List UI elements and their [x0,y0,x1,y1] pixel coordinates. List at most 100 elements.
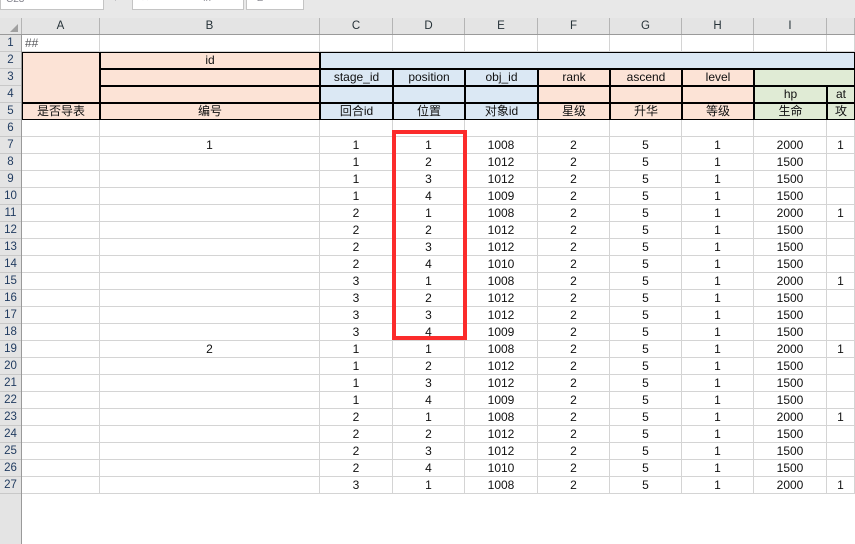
row-header-23[interactable]: 23 [0,409,21,426]
cell-D9[interactable]: 3 [393,171,465,188]
cell-H22[interactable]: 1 [682,392,754,409]
cell-E25[interactable]: 1012 [465,443,538,460]
cell-D16[interactable]: 2 [393,290,465,307]
cell-A16[interactable] [22,290,100,307]
cell-C24[interactable]: 2 [320,426,393,443]
cell-E26[interactable]: 1010 [465,460,538,477]
header-cn-c[interactable]: 回合id [320,103,393,120]
row-header-18[interactable]: 18 [0,324,21,341]
cell-F16[interactable]: 2 [538,290,610,307]
column-header-e[interactable]: E [465,18,538,34]
cell-G18[interactable]: 5 [610,324,682,341]
column-header-f[interactable]: F [538,18,610,34]
header-a-merged-blank[interactable] [22,52,100,103]
cell-J25[interactable] [827,443,855,460]
column-header-h[interactable]: H [682,18,754,34]
cell-J14[interactable] [827,256,855,273]
cell-I7[interactable]: 2000 [754,137,827,154]
cell-D27[interactable]: 1 [393,477,465,494]
cell-C15[interactable]: 3 [320,273,393,290]
cell-E18[interactable]: 1009 [465,324,538,341]
cell-I20[interactable]: 1500 [754,358,827,375]
cell-E20[interactable]: 1012 [465,358,538,375]
cell-F1[interactable] [538,35,610,52]
header-cn-f[interactable]: 星级 [538,103,610,120]
cell-I12[interactable]: 1500 [754,222,827,239]
cell-C1[interactable] [320,35,393,52]
cell-D21[interactable]: 3 [393,375,465,392]
cell-C18[interactable]: 3 [320,324,393,341]
header-cn-d[interactable]: 位置 [393,103,465,120]
cell-I17[interactable]: 1500 [754,307,827,324]
cell-G10[interactable]: 5 [610,188,682,205]
cell-A19[interactable] [22,341,100,358]
cell-C23[interactable]: 2 [320,409,393,426]
cell-H23[interactable]: 1 [682,409,754,426]
cell-J13[interactable] [827,239,855,256]
row-header-2[interactable]: 2 [0,52,21,69]
cell-J21[interactable] [827,375,855,392]
cell-G26[interactable]: 5 [610,460,682,477]
cell-F26[interactable]: 2 [538,460,610,477]
header-b-row4-blank[interactable] [100,86,320,103]
cell-I23[interactable]: 2000 [754,409,827,426]
cell-H18[interactable]: 1 [682,324,754,341]
cell-F23[interactable]: 2 [538,409,610,426]
cell-I8[interactable]: 1500 [754,154,827,171]
cell-G7[interactable]: 5 [610,137,682,154]
header-field-d[interactable]: position [393,69,465,86]
cell-B10[interactable] [100,188,320,205]
cell-F6[interactable] [538,120,610,137]
cell-I25[interactable]: 1500 [754,443,827,460]
cell-G22[interactable]: 5 [610,392,682,409]
cell-B27[interactable] [100,477,320,494]
cell-D15[interactable]: 1 [393,273,465,290]
cell-E24[interactable]: 1012 [465,426,538,443]
cell-D24[interactable]: 2 [393,426,465,443]
cell-G8[interactable]: 5 [610,154,682,171]
cell-B16[interactable] [100,290,320,307]
cell-E10[interactable]: 1009 [465,188,538,205]
cell-E1[interactable] [465,35,538,52]
cell-J10[interactable] [827,188,855,205]
header-field-h[interactable]: level [682,69,754,86]
cell-B17[interactable] [100,307,320,324]
cell-E21[interactable]: 1012 [465,375,538,392]
cell-F22[interactable]: 2 [538,392,610,409]
cell-G23[interactable]: 5 [610,409,682,426]
header-row4-g[interactable] [610,86,682,103]
header-green-group-band[interactable] [754,69,855,86]
cell-D10[interactable]: 4 [393,188,465,205]
cell-D14[interactable]: 4 [393,256,465,273]
cell-C17[interactable]: 3 [320,307,393,324]
cell-C20[interactable]: 1 [320,358,393,375]
row-header-12[interactable]: 12 [0,222,21,239]
row-header-8[interactable]: 8 [0,154,21,171]
cell-H26[interactable]: 1 [682,460,754,477]
cell-A6[interactable] [22,120,100,137]
cell-H19[interactable]: 1 [682,341,754,358]
cell-B11[interactable] [100,205,320,222]
cell-C7[interactable]: 1 [320,137,393,154]
cell-D11[interactable]: 1 [393,205,465,222]
cell-F15[interactable]: 2 [538,273,610,290]
cell-I14[interactable]: 1500 [754,256,827,273]
column-header-g[interactable]: G [610,18,682,34]
cell-A25[interactable] [22,443,100,460]
cell-J27[interactable]: 1 [827,477,855,494]
cell-H17[interactable]: 1 [682,307,754,324]
cell-H9[interactable]: 1 [682,171,754,188]
cell-E12[interactable]: 1012 [465,222,538,239]
cell-C27[interactable]: 3 [320,477,393,494]
row-header-4[interactable]: 4 [0,86,21,103]
cell-I24[interactable]: 1500 [754,426,827,443]
cell-B23[interactable] [100,409,320,426]
cell-F18[interactable]: 2 [538,324,610,341]
sum-button-group[interactable] [246,0,304,10]
cell-C11[interactable]: 2 [320,205,393,222]
row-header-6[interactable]: 6 [0,120,21,137]
cancel-icon[interactable]: ✕ [141,0,149,9]
cell-E13[interactable]: 1012 [465,239,538,256]
cell-H16[interactable]: 1 [682,290,754,307]
header-b-label-cn[interactable]: 编号 [100,103,320,120]
